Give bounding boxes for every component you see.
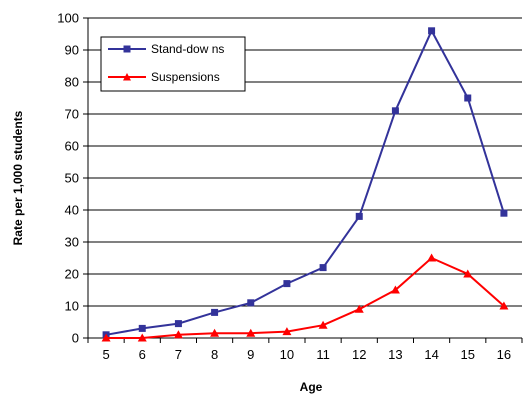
axes	[83, 17, 523, 343]
data-point-s0-11	[319, 264, 327, 272]
grid-lines	[88, 17, 522, 307]
x-axis-title: Age	[300, 380, 323, 394]
legend-marker-suspensions	[123, 73, 131, 81]
x-tick-label-7: 7	[175, 347, 182, 362]
y-tick-label-90: 90	[65, 43, 79, 58]
data-point-s0-15	[464, 94, 472, 102]
legend-label-stand-downs: Stand-dow ns	[151, 42, 224, 56]
x-tick-label-6: 6	[139, 347, 146, 362]
data-point-s1-5	[101, 333, 111, 342]
x-tick-label-8: 8	[211, 347, 218, 362]
series-lines	[101, 27, 509, 342]
data-point-s0-13	[391, 107, 399, 115]
data-point-s0-9	[247, 299, 255, 307]
data-point-s1-14	[427, 253, 437, 262]
data-point-s1-15	[463, 269, 473, 278]
x-tick-label-14: 14	[424, 347, 438, 362]
series-line-1	[106, 256, 505, 339]
x-tick-labels: 5 6 7 8 9 10 11 12 13 14 15 16	[102, 347, 511, 362]
y-tick-label-70: 70	[65, 107, 79, 122]
x-tick-label-13: 13	[388, 347, 402, 362]
x-tick-label-15: 15	[461, 347, 475, 362]
y-axis-title: Rate per 1,000 students	[11, 110, 25, 245]
data-point-s1-11	[318, 320, 328, 329]
x-tick-label-12: 12	[352, 347, 366, 362]
y-tick-label-20: 20	[65, 267, 79, 282]
legend: Stand-dow ns Suspensions	[100, 36, 246, 92]
y-tick-label-40: 40	[65, 203, 79, 218]
data-point-s1-9	[246, 328, 256, 337]
y-tick-label-50: 50	[65, 171, 79, 186]
y-tick-label-30: 30	[65, 235, 79, 250]
data-point-s0-6	[138, 324, 146, 332]
data-point-s0-14	[428, 27, 436, 35]
data-point-s1-7	[173, 330, 183, 339]
data-point-s0-7	[174, 320, 182, 328]
data-point-s0-12	[355, 212, 363, 220]
y-tick-label-80: 80	[65, 75, 79, 90]
x-tick-label-9: 9	[247, 347, 254, 362]
x-tick-label-16: 16	[497, 347, 511, 362]
y-tick-label-100: 100	[57, 11, 79, 26]
y-tick-labels: 0 10 20 30 40 50 60 70 80 90 100	[57, 11, 79, 346]
data-point-s1-6	[137, 333, 147, 342]
data-point-s0-8	[211, 308, 219, 316]
x-tick-label-11: 11	[316, 347, 330, 362]
data-point-s1-13	[390, 285, 400, 294]
legend-label-suspensions: Suspensions	[151, 70, 220, 84]
series-line-0	[105, 28, 505, 336]
x-tick-label-5: 5	[102, 347, 109, 362]
data-point-s1-10	[282, 327, 292, 336]
data-point-s1-12	[354, 304, 364, 313]
x-tick-label-10: 10	[280, 347, 294, 362]
data-point-s0-16	[500, 209, 508, 217]
data-point-s0-10	[283, 280, 291, 288]
y-tick-label-10: 10	[65, 299, 79, 314]
data-point-s1-16	[499, 301, 509, 310]
y-tick-label-60: 60	[65, 139, 79, 154]
y-tick-label-0: 0	[72, 331, 79, 346]
legend-marker-stand-downs	[123, 45, 131, 53]
data-point-s1-8	[210, 328, 220, 337]
